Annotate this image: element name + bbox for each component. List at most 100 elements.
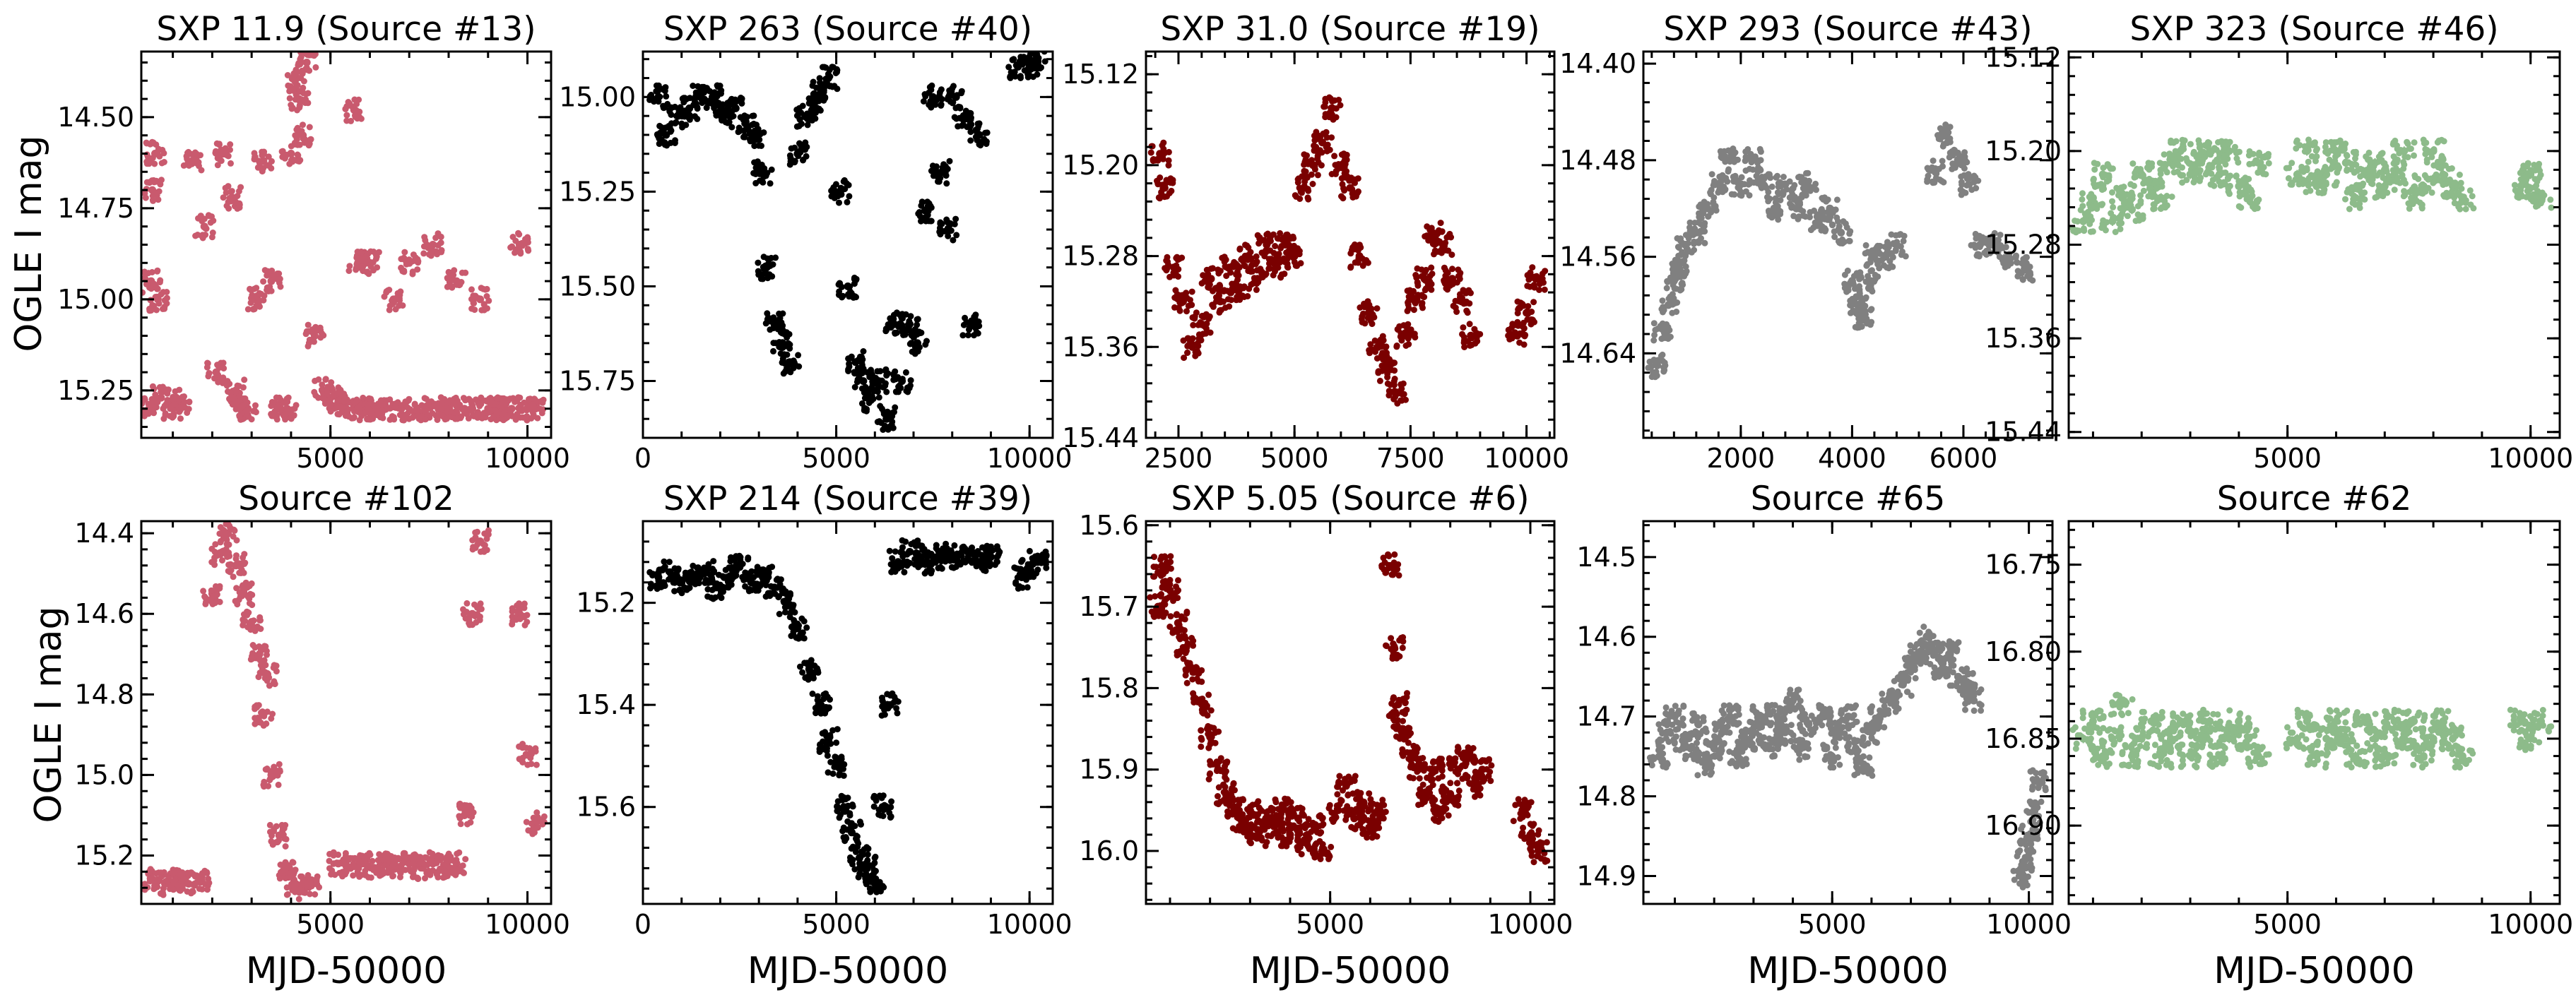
- data-point: [2322, 143, 2329, 150]
- data-point: [312, 52, 319, 58]
- data-point: [814, 105, 821, 112]
- data-point: [1198, 313, 1205, 320]
- data-point: [1399, 391, 1406, 398]
- data-point: [915, 210, 922, 218]
- data-point: [1421, 275, 1428, 282]
- data-point: [2215, 139, 2221, 145]
- data-point: [2163, 193, 2170, 199]
- data-point: [1187, 297, 1193, 304]
- data-point: [1305, 160, 1311, 167]
- data-point: [443, 415, 450, 422]
- data-point: [668, 104, 675, 111]
- data-point: [1889, 263, 1896, 270]
- data-point: [303, 64, 310, 71]
- data-point: [253, 302, 260, 309]
- y-tick-label: 14.48: [1559, 145, 1636, 176]
- data-point: [252, 402, 259, 409]
- data-point: [1888, 231, 1895, 238]
- data-point: [281, 399, 288, 406]
- data-point: [1452, 297, 1459, 304]
- data-point: [2312, 177, 2319, 184]
- data-point: [1807, 214, 1813, 220]
- data-point: [1235, 286, 1242, 293]
- data-point: [940, 161, 947, 168]
- data-point: [375, 249, 382, 256]
- data-point: [1746, 154, 1753, 161]
- data-point: [845, 355, 852, 362]
- data-point: [1679, 280, 1686, 287]
- data-point: [444, 399, 451, 406]
- data-point: [724, 101, 731, 108]
- data-point: [1360, 310, 1366, 317]
- data-point: [355, 408, 362, 415]
- data-point: [2091, 160, 2098, 167]
- data-point: [294, 82, 301, 89]
- data-point: [1530, 299, 1537, 306]
- data-point: [2161, 151, 2168, 158]
- data-point: [1272, 243, 1279, 249]
- data-point: [1165, 162, 1172, 169]
- data-point: [1460, 334, 1467, 340]
- data-point: [851, 370, 858, 377]
- data-point: [1412, 334, 1419, 341]
- data-point: [1653, 369, 1660, 375]
- data-point: [346, 100, 353, 107]
- data-point: [764, 310, 771, 317]
- data-point: [1317, 149, 1324, 156]
- data-point: [1032, 53, 1039, 60]
- data-point: [1732, 156, 1739, 163]
- data-point: [284, 72, 291, 78]
- data-point: [2101, 222, 2108, 230]
- data-point: [2126, 196, 2133, 203]
- data-point: [394, 399, 401, 406]
- data-point: [1180, 337, 1187, 344]
- data-point: [666, 123, 673, 129]
- data-point: [887, 315, 894, 322]
- data-point: [1266, 236, 1273, 243]
- data-point: [2074, 218, 2081, 225]
- data-point: [661, 141, 668, 148]
- data-point: [1384, 374, 1391, 381]
- data-point: [228, 189, 235, 195]
- data-point: [326, 400, 333, 407]
- panel-4: SXP 293 (Source #43)2000 4000 600014.4014.…: [1559, 10, 2054, 474]
- data-point: [892, 388, 899, 395]
- data-point: [1963, 175, 1971, 182]
- data-point: [1036, 65, 1044, 72]
- data-point: [2088, 191, 2095, 198]
- data-point: [2080, 225, 2087, 232]
- data-point: [420, 250, 427, 257]
- data-point: [1347, 263, 1354, 270]
- data-point: [362, 258, 369, 265]
- data-point: [1652, 374, 1659, 381]
- data-point: [1341, 187, 1348, 194]
- data-point: [476, 403, 483, 410]
- data-point: [315, 326, 322, 332]
- data-point: [1341, 153, 1348, 160]
- data-point: [474, 411, 481, 418]
- data-point: [1473, 334, 1480, 341]
- data-point: [955, 123, 962, 130]
- data-point: [522, 236, 528, 243]
- data-point: [2247, 186, 2255, 193]
- data-point: [2117, 225, 2124, 232]
- data-point: [1895, 242, 1902, 249]
- panel-title: SXP 263 (Source #40): [663, 10, 1032, 49]
- data-point: [1932, 165, 1939, 172]
- data-point: [1263, 231, 1270, 238]
- data-point: [873, 380, 880, 387]
- data-point: [2285, 175, 2292, 181]
- data-point: [1880, 262, 1887, 269]
- data-point: [1362, 301, 1369, 308]
- data-point: [2117, 184, 2125, 191]
- data-point: [1782, 182, 1789, 189]
- data-point: [966, 324, 973, 331]
- panel-2: SXP 263 (Source #40)0 5000 1000015.0015.25…: [559, 10, 1072, 474]
- data-point: [360, 394, 367, 401]
- data-point: [2110, 203, 2117, 210]
- data-point: [1768, 183, 1776, 190]
- data-point: [1157, 195, 1163, 202]
- data-point: [907, 377, 914, 384]
- data-point: [832, 70, 839, 76]
- data-point: [1991, 230, 1998, 237]
